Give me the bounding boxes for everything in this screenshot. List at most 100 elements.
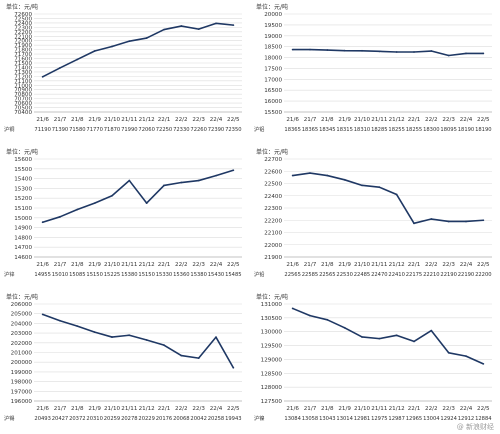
y-tick-label: 70500: [14, 106, 32, 112]
x-tick-label: 22/3: [192, 262, 205, 268]
unit-label: 单位：元/吨: [256, 3, 288, 11]
data-label: 22210: [423, 272, 440, 278]
data-point: [326, 49, 329, 51]
y-tick-label: 131000: [261, 302, 283, 308]
y-tick-label: 71200: [14, 74, 32, 80]
x-tick-label: 21/8: [71, 262, 84, 268]
y-tick-label: 72000: [14, 39, 32, 45]
x-tick-label: 22/5: [227, 117, 240, 123]
unit-label: 单位：元/吨: [6, 3, 38, 11]
y-tick-label: 15600: [14, 157, 32, 163]
data-point: [361, 49, 363, 52]
y-tick-label: 70700: [14, 97, 32, 103]
data-point: [447, 220, 450, 223]
data-point: [395, 334, 398, 337]
data-row-label: 沪铝: [254, 125, 264, 133]
data-point: [180, 25, 183, 27]
x-tick-label: 21/9: [338, 117, 351, 123]
y-tick-label: 22600: [264, 169, 282, 175]
x-tick-label: 22/2: [425, 262, 438, 268]
y-tick-label: 129500: [261, 344, 283, 350]
x-tick-label: 22/2: [175, 262, 188, 268]
y-tick-label: 130000: [261, 330, 283, 336]
y-tick-label: 130500: [261, 316, 283, 322]
x-tick-label: 22/3: [442, 262, 455, 268]
data-label: 12924: [440, 416, 457, 422]
x-tick-label: 22/4: [210, 117, 223, 123]
x-tick-label: 21/9: [88, 262, 101, 268]
data-label: 12981: [354, 416, 371, 422]
data-point: [111, 336, 113, 338]
x-tick-label: 21/6: [36, 262, 49, 268]
series-line: [42, 22, 234, 78]
data-label: 15150: [86, 272, 103, 278]
y-tick-label: 72200: [14, 30, 32, 36]
data-point: [413, 340, 415, 343]
data-label: 12965: [406, 416, 423, 422]
data-point: [197, 357, 200, 360]
data-point: [447, 54, 450, 57]
data-label: 15430: [208, 272, 225, 278]
data-label: 71870: [104, 127, 121, 133]
data-point: [395, 193, 398, 196]
x-tick-label: 22/2: [425, 406, 438, 412]
y-tick-label: 15400: [14, 177, 32, 183]
chart-panel-6: 单位：元/吨 127500 128000 128500 129000 129500 1300…: [254, 293, 492, 422]
y-tick-label: 196000: [11, 399, 33, 405]
x-tick-label: 21/11: [371, 262, 388, 268]
data-point: [413, 51, 415, 53]
data-label: 72060: [138, 127, 155, 133]
data-label: 18315: [336, 127, 353, 133]
y-tick-label: 205000: [11, 312, 33, 318]
x-tick-label: 21/7: [304, 406, 317, 412]
y-tick-label: 197000: [11, 389, 33, 395]
data-label: 22485: [354, 272, 371, 278]
data-point: [447, 351, 450, 354]
unit-label: 单位：元/吨: [256, 148, 288, 156]
data-point: [361, 184, 363, 187]
y-tick-label: 14800: [14, 235, 32, 241]
y-tick-label: 22000: [264, 243, 282, 249]
x-tick-label: 22/3: [442, 406, 455, 412]
data-row-label: 沪镍: [254, 414, 264, 422]
series-line: [42, 313, 235, 369]
data-point: [163, 184, 165, 187]
x-tick-label: 21/11: [371, 117, 388, 123]
data-label: 13004: [423, 416, 440, 422]
data-point: [111, 45, 113, 48]
y-tick-label: 15000: [14, 216, 32, 222]
x-tick-label: 21/8: [321, 117, 334, 123]
y-tick-label: 198000: [11, 380, 33, 386]
data-point: [291, 48, 294, 51]
y-tick-label: 22100: [264, 231, 282, 237]
watermark: @ 新浪财经: [456, 423, 494, 431]
y-tick-label: 199000: [11, 370, 33, 376]
data-label: 72260: [190, 127, 207, 133]
data-point: [378, 186, 381, 189]
data-label: 20068: [173, 416, 190, 422]
x-tick-label: 22/5: [227, 262, 240, 268]
data-label: 12975: [371, 416, 388, 422]
x-tick-label: 21/10: [104, 262, 121, 268]
data-point: [343, 178, 346, 181]
data-point: [145, 37, 148, 39]
data-row-label: 沪铜: [4, 125, 14, 133]
data-point: [291, 174, 294, 177]
y-tick-label: 201000: [11, 351, 33, 357]
data-label: 20042: [190, 416, 207, 422]
data-point: [215, 174, 217, 177]
x-tick-label: 21/6: [36, 117, 49, 123]
x-tick-label: 21/11: [121, 406, 138, 412]
x-tick-label: 22/2: [425, 117, 438, 123]
data-label: 71770: [86, 127, 103, 133]
data-point: [41, 313, 44, 316]
y-tick-label: 70400: [14, 110, 32, 116]
data-point: [232, 169, 235, 172]
x-tick-label: 22/4: [210, 262, 223, 268]
y-tick-label: 21900: [264, 255, 282, 261]
data-label: 71390: [52, 127, 69, 133]
data-point: [378, 337, 381, 340]
y-tick-label: 200000: [11, 360, 33, 366]
data-label: 15360: [173, 272, 190, 278]
y-tick-label: 71900: [14, 43, 32, 49]
